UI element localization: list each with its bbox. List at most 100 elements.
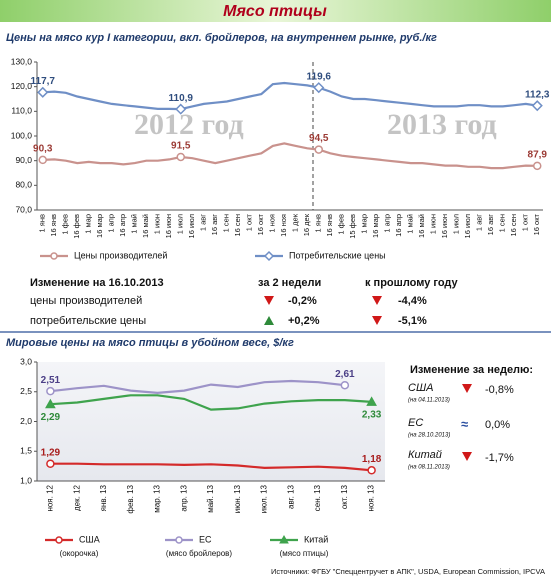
x-tick-label: 1 янв: [38, 214, 47, 232]
y-tick-label: 80,0: [15, 180, 32, 190]
x-tick-label: 1 сен: [222, 214, 231, 232]
x-tick-label: 1 фев: [61, 214, 70, 235]
row-label: потребительские цены: [30, 315, 146, 327]
data-label: 119,6: [307, 71, 332, 82]
x-tick-label: июн. 13: [233, 484, 242, 513]
marker: [55, 536, 63, 544]
x-tick-label: 16 мар: [371, 214, 380, 238]
x-tick-label: 1 июл: [452, 214, 461, 234]
annotation: 2012 год: [134, 108, 244, 141]
data-label: 90,3: [33, 144, 53, 155]
row-name: ЕС: [408, 417, 423, 429]
y-tick-label: 1,5: [20, 446, 32, 456]
legend-label: Потребительские цены: [289, 250, 386, 260]
marker: [366, 396, 377, 406]
x-tick-label: дек. 12: [72, 484, 81, 511]
x-tick-label: янв. 13: [99, 484, 108, 511]
marker: [50, 252, 58, 260]
x-tick-label: 16 авг: [210, 214, 219, 236]
x-tick-label: 1 июл: [176, 214, 185, 234]
x-tick-label: 16 сен: [509, 214, 518, 237]
x-tick-label: 1 мар: [360, 214, 369, 234]
data-label: 2,33: [362, 410, 382, 421]
x-tick-label: окт. 13: [340, 484, 349, 509]
x-tick-label: 1 ноя: [268, 214, 277, 233]
x-tick-label: мар. 13: [153, 484, 162, 512]
x-tick-label: 1 май: [406, 214, 415, 234]
down-arrow: [372, 316, 382, 325]
x-tick-label: 1 окт: [521, 213, 530, 231]
x-tick-label: 16 июн: [164, 214, 173, 238]
data-label: 91,5: [171, 141, 191, 152]
x-tick-label: 1 фев: [337, 214, 346, 235]
down-arrow: [264, 296, 274, 305]
row-name: США: [408, 382, 433, 394]
x-tick-label: сен. 13: [313, 484, 322, 511]
marker: [263, 250, 275, 262]
series-line: [42, 142, 538, 170]
x-tick-label: 16 дек: [302, 213, 311, 236]
y-tick-label: 120,0: [11, 81, 33, 91]
x-tick-label: 1 сен: [498, 214, 507, 232]
row-value: -1,7%: [485, 452, 514, 464]
x-tick-label: 16 окт: [256, 213, 265, 235]
marker: [175, 536, 183, 544]
x-tick-label: 16 фев: [72, 214, 81, 239]
x-tick-label: 16 апр: [394, 214, 403, 237]
title-band: [0, 0, 551, 22]
series-line: [50, 462, 372, 472]
marker: [531, 100, 543, 112]
legend-note: (мясо бройлеров): [166, 549, 232, 558]
x-tick-label: 1 авг: [199, 214, 208, 231]
legend-note: (окорочка): [60, 549, 99, 558]
x-tick-label: 16 апр: [118, 214, 127, 237]
x-tick-label: 16 сен: [233, 214, 242, 237]
marker: [533, 161, 542, 171]
series-line: [50, 379, 345, 395]
down-arrow: [462, 452, 472, 461]
marker: [367, 466, 376, 475]
x-tick-label: 1 апр: [383, 214, 392, 233]
y-tick-label: 130,0: [11, 56, 33, 66]
y-tick-label: 2,5: [20, 386, 32, 396]
down-arrow: [462, 384, 472, 393]
data-label: 94,5: [309, 133, 329, 144]
plot-area: [37, 62, 543, 210]
y-tick-label: 90,0: [15, 155, 32, 165]
row-name: Китай: [408, 449, 442, 461]
cell: +0,2%: [288, 315, 320, 327]
marker: [46, 386, 55, 396]
x-tick-label: фев. 13: [126, 484, 135, 513]
y-tick-label: 1,0: [20, 475, 32, 485]
marker: [175, 103, 187, 115]
data-label: 1,18: [362, 454, 382, 465]
cell: -4,4%: [398, 295, 427, 307]
x-tick-label: 1 июн: [153, 214, 162, 234]
x-tick-label: 16 авг: [486, 214, 495, 236]
x-tick-label: 16 май: [417, 214, 426, 238]
up-arrow: [264, 316, 274, 325]
marker: [37, 86, 49, 98]
x-tick-label: 16 янв: [49, 214, 58, 237]
x-tick-label: 16 июн: [440, 214, 449, 238]
x-tick-label: 16 июл: [187, 214, 196, 238]
x-tick-label: 1 окт: [245, 213, 254, 231]
x-tick-label: авг. 13: [286, 484, 295, 509]
x-tick-label: 16 июл: [463, 214, 472, 238]
x-tick-label: ноя. 13: [367, 484, 376, 511]
x-tick-label: 1 июн: [429, 214, 438, 234]
x-tick-label: 16 ноя: [279, 214, 288, 237]
x-tick-label: 16 май: [141, 214, 150, 238]
row-date: (на 04.11.2013): [408, 398, 450, 404]
data-label: 112,3: [525, 89, 550, 100]
legend-label: ЕС: [199, 534, 212, 544]
legend-label: Цены производителей: [74, 250, 167, 260]
table-title: Изменение на 16.10.2013: [30, 277, 164, 289]
data-label: 2,51: [41, 375, 61, 386]
legend-label: Китай: [304, 534, 328, 544]
y-tick-label: 110,0: [11, 106, 32, 116]
x-tick-label: ноя. 12: [45, 484, 54, 511]
x-tick-label: май. 13: [206, 484, 215, 512]
weekly-change: Изменение за неделю: США (на 04.11.2013)…: [408, 364, 533, 471]
